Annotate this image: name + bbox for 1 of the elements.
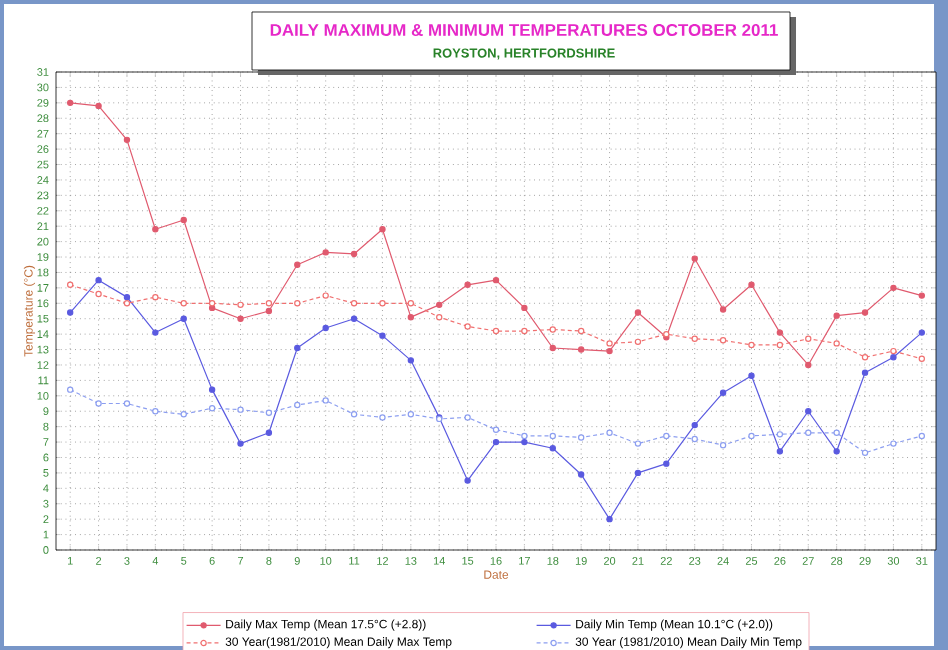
chart-title: DAILY MAXIMUM & MINIMUM TEMPERATURES OCTOBER 2011 <box>270 24 778 36</box>
